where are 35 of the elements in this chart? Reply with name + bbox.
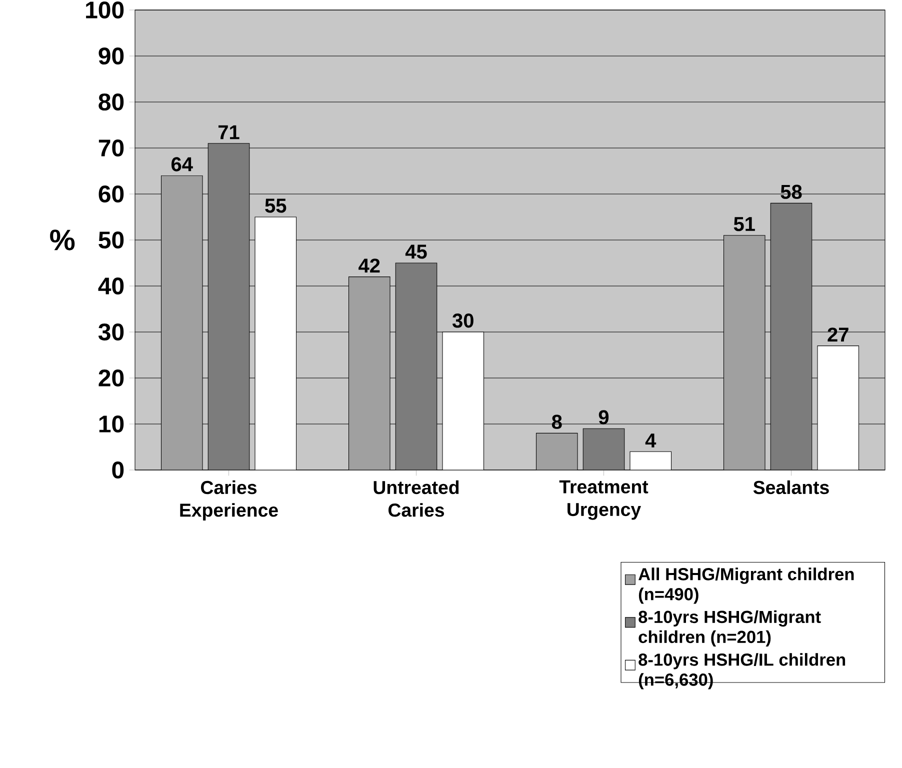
data-label: 45 [405,244,427,259]
data-label: 42 [358,258,380,273]
x-tick-label: Caries Experience [180,480,278,520]
x-tick-label: Untreated Caries [374,480,459,517]
y-tick-label: 40 [98,277,124,294]
bar [442,332,484,470]
y-tick-label: 0 [112,461,124,478]
y-tick-label: 70 [98,139,124,156]
x-tick-label: Treatment Urgency [559,480,648,520]
legend-label: 8-10yrs HSHG/IL children (n=6,630) [638,653,846,690]
bar [817,346,860,470]
y-tick-label: 10 [99,415,124,432]
y-tick-label: 100 [86,1,124,18]
data-label: 55 [265,198,286,213]
data-label: 27 [828,328,848,342]
y-tick-label: 60 [98,185,124,202]
x-tick-label: Sealants [753,480,829,494]
data-label: 4 [645,434,656,448]
data-label: 9 [598,410,609,424]
data-label: 64 [171,157,193,172]
y-tick-label: 80 [98,93,124,110]
data-label: 8 [552,414,562,429]
legend-label: 8-10yrs HSHG/Migrant children (n=201) [638,610,821,646]
y-tick-label: 90 [98,47,124,64]
data-label: 30 [452,314,474,328]
bar [630,451,672,470]
data-label: 58 [780,184,802,199]
y-tick-label: 20 [98,369,124,386]
bar [254,216,297,470]
data-label: 71 [218,125,240,140]
y-tick-label: 30 [98,323,124,341]
data-label: 51 [734,217,755,232]
legend-label: All HSHG/Migrant children (n=490) [638,568,854,604]
y-axis-title: % [50,230,75,250]
y-tick-label: 50 [98,231,124,248]
